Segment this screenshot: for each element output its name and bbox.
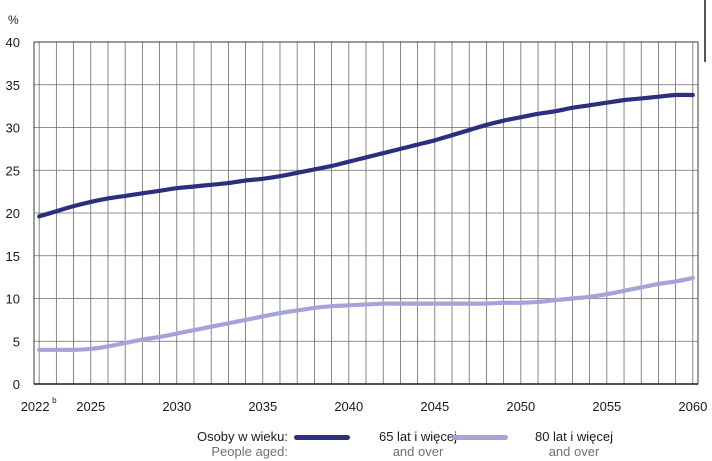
page-edge-marker: [704, 0, 706, 62]
y-tick-label: 15: [6, 249, 20, 264]
legend-label-65-plus-main: 65 lat i więcej: [378, 429, 458, 444]
axes: [33, 41, 699, 385]
x-tick-label: 2045: [420, 399, 449, 414]
legend-label-80-plus-sub: and over: [548, 444, 600, 459]
y-tick-label: 30: [6, 121, 20, 136]
x-tick-label: 2025: [76, 399, 105, 414]
x-tick-label: 2055: [592, 399, 621, 414]
legend-label-80-plus-main: 80 lat i więcej: [534, 429, 614, 444]
y-tick-label: 0: [13, 377, 20, 392]
x-tick-label: 2022: [21, 399, 50, 414]
series-line-65-plus: [37, 92, 695, 219]
legend-label-80-plus: 80 lat i więcej and over: [514, 429, 634, 459]
x-tick-label: 2040: [334, 399, 363, 414]
y-axis-unit: %: [8, 13, 19, 27]
x-tick-label: 2060: [678, 399, 707, 414]
legend-label-65-plus: 65 lat i więcej and over: [358, 429, 478, 459]
legend: Osoby w wieku: People aged: 65 lat i wię…: [0, 424, 712, 461]
data-series: [37, 92, 695, 352]
x-tick-label: 2035: [248, 399, 277, 414]
grid-lines: [34, 41, 698, 385]
legend-title-sub: People aged:: [211, 444, 288, 459]
x-tick-footnote-mark: b: [52, 396, 57, 405]
legend-title: Osoby w wieku: People aged:: [148, 429, 288, 459]
y-tick-label: 5: [13, 334, 20, 349]
y-tick-label: 25: [6, 163, 20, 178]
legend-swatch-80-plus: [452, 435, 508, 440]
y-tick-label: 35: [6, 78, 20, 93]
series-line-80-plus: [37, 275, 695, 352]
y-tick-label: 20: [6, 206, 20, 221]
legend-title-main: Osoby w wieku:: [196, 429, 288, 444]
y-tick-label: 10: [6, 292, 20, 307]
legend-swatch-65-plus: [294, 435, 350, 440]
legend-label-65-plus-sub: and over: [392, 444, 444, 459]
x-tick-label: 2030: [162, 399, 191, 414]
y-tick-label: 40: [6, 35, 20, 50]
x-tick-label: 2050: [506, 399, 535, 414]
